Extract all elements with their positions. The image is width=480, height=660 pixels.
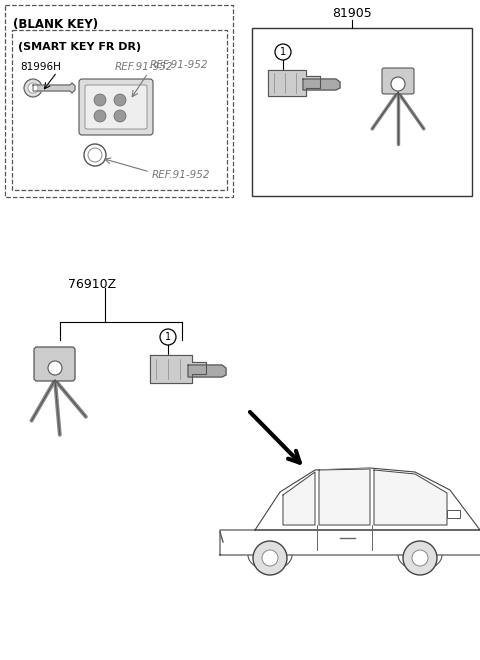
- Circle shape: [275, 44, 291, 60]
- FancyBboxPatch shape: [382, 68, 414, 94]
- Text: REF.91-952: REF.91-952: [115, 62, 173, 72]
- Circle shape: [412, 550, 428, 566]
- Polygon shape: [220, 530, 480, 555]
- Text: 1: 1: [165, 332, 171, 342]
- Text: (BLANK KEY): (BLANK KEY): [13, 18, 98, 31]
- Polygon shape: [303, 79, 340, 90]
- Text: (SMART KEY FR DR): (SMART KEY FR DR): [18, 42, 141, 52]
- Polygon shape: [255, 468, 480, 530]
- Circle shape: [48, 361, 62, 375]
- Circle shape: [262, 550, 278, 566]
- Polygon shape: [188, 365, 226, 377]
- Bar: [12, 30, 227, 190]
- Polygon shape: [283, 472, 315, 525]
- FancyBboxPatch shape: [85, 85, 147, 129]
- Circle shape: [114, 94, 126, 106]
- Polygon shape: [268, 70, 320, 96]
- Polygon shape: [447, 510, 460, 518]
- Circle shape: [28, 83, 38, 93]
- Polygon shape: [150, 355, 206, 383]
- FancyBboxPatch shape: [34, 347, 75, 381]
- Text: 1: 1: [280, 47, 286, 57]
- Circle shape: [88, 148, 102, 162]
- Circle shape: [160, 329, 176, 345]
- Polygon shape: [374, 470, 447, 525]
- Text: REF.91-952: REF.91-952: [150, 60, 208, 70]
- Polygon shape: [33, 83, 75, 93]
- Circle shape: [94, 94, 106, 106]
- Circle shape: [24, 79, 42, 97]
- Text: REF.91-952: REF.91-952: [152, 170, 211, 180]
- Bar: [252, 28, 472, 196]
- Text: 81905: 81905: [332, 7, 372, 20]
- Circle shape: [253, 541, 287, 575]
- Text: 76910Z: 76910Z: [68, 278, 116, 291]
- Circle shape: [84, 144, 106, 166]
- Bar: [5, 5, 233, 197]
- Polygon shape: [319, 469, 370, 525]
- Circle shape: [403, 541, 437, 575]
- Text: 81996H: 81996H: [20, 62, 61, 72]
- FancyBboxPatch shape: [79, 79, 153, 135]
- Circle shape: [391, 77, 405, 91]
- Circle shape: [94, 110, 106, 122]
- Circle shape: [114, 110, 126, 122]
